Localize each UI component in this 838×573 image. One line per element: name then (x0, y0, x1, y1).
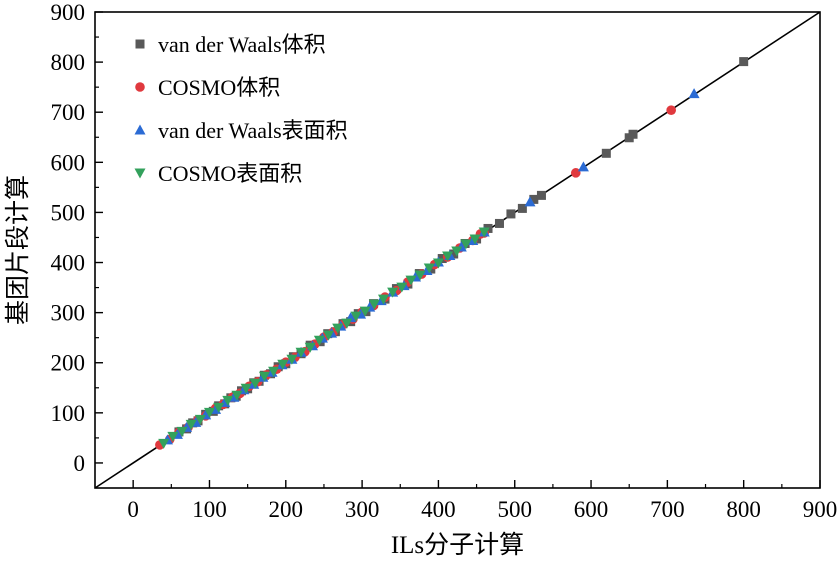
data-point-cosmo-surface (405, 275, 417, 286)
data-point-cosmo-surface (341, 318, 353, 329)
data-point-vdw-surface (577, 161, 589, 172)
data-point-vdw-volume (437, 254, 447, 264)
data-point-vdw-volume (449, 249, 459, 259)
x-tick-label: 800 (726, 497, 761, 522)
data-point-vdw-volume (739, 57, 749, 67)
data-point-cosmo-surface (286, 354, 298, 365)
legend-label-vdw-volume: van der Waals体积 (158, 32, 326, 57)
data-point-cosmo-surface (295, 347, 307, 358)
y-tick-label: 600 (51, 150, 86, 175)
data-point-cosmo-surface (423, 263, 435, 274)
data-point-cosmo-surface (414, 270, 426, 281)
data-point-cosmo-surface (377, 294, 389, 305)
data-point-cosmo-surface (387, 287, 399, 298)
data-point-cosmo-surface (185, 419, 197, 430)
y-tick-label: 700 (51, 100, 86, 125)
plot-frame (94, 11, 821, 489)
data-point-vdw-volume (517, 203, 527, 213)
y-tick-label: 100 (51, 401, 86, 426)
y-axis-title: 基团片段计算 (4, 175, 32, 325)
data-point-cosmo-surface (304, 342, 316, 353)
x-tick-label: 700 (650, 497, 685, 522)
data-point-vdw-volume (506, 209, 516, 219)
data-point-cosmo-surface (469, 234, 481, 245)
data-point-cosmo-surface (451, 246, 463, 257)
data-point-vdw-volume (494, 218, 504, 228)
legend-label-vdw-surface: van der Waals表面积 (158, 118, 348, 143)
y-tick-label: 800 (51, 50, 86, 75)
series-cosmo-surface (158, 227, 490, 449)
legend-marker-cosmo-surface (134, 168, 146, 179)
x-tick-label: 400 (421, 497, 456, 522)
x-tick-label: 600 (574, 497, 609, 522)
x-tick-label: 200 (269, 497, 304, 522)
y-tick-label: 400 (51, 251, 86, 276)
data-point-cosmo-surface (432, 258, 444, 269)
data-point-cosmo-surface (478, 227, 490, 238)
x-axis-title: ILs分子计算 (391, 531, 524, 559)
legend-label-cosmo-surface: COSMO表面积 (158, 161, 302, 186)
data-point-vdw-volume (601, 148, 611, 158)
legend-marker-vdw-surface (134, 124, 146, 135)
data-point-cosmo-surface (167, 431, 179, 442)
data-point-cosmo-volume (666, 105, 676, 116)
data-point-vdw-surface (688, 88, 700, 99)
y-tick-label: 500 (51, 200, 86, 225)
legend-marker-cosmo-volume (135, 82, 145, 92)
data-point-vdw-volume (628, 129, 638, 139)
data-point-cosmo-surface (359, 306, 371, 317)
data-point-cosmo-surface (222, 395, 234, 406)
x-tick-label: 900 (803, 497, 838, 522)
data-point-vdw-volume (529, 194, 539, 204)
data-point-cosmo-surface (194, 414, 206, 425)
data-point-vdw-surface (524, 196, 536, 207)
data-point-cosmo-surface (176, 426, 188, 437)
data-point-cosmo-surface (368, 299, 380, 310)
data-point-cosmo-surface (350, 311, 362, 322)
x-tick-label: 100 (192, 497, 227, 522)
data-point-cosmo-volume (570, 168, 581, 178)
data-point-cosmo-surface (240, 383, 252, 394)
y-tick-label: 0 (74, 451, 86, 476)
data-point-cosmo-surface (396, 282, 408, 293)
legend-label-cosmo-volume: COSMO体积 (158, 75, 280, 100)
data-point-cosmo-surface (249, 378, 261, 389)
y-tick-label: 200 (51, 351, 86, 376)
data-point-cosmo-surface (323, 330, 335, 341)
y-tick-label: 300 (51, 301, 86, 326)
data-point-cosmo-surface (203, 407, 215, 418)
data-point-vdw-volume (536, 190, 546, 200)
y-tick-label: 900 (51, 0, 86, 25)
legend: van der Waals体积 COSMO体积 van der Waals表面积 CO… (134, 32, 348, 186)
data-point-cosmo-surface (277, 359, 289, 370)
data-point-cosmo-surface (460, 239, 472, 250)
data-point-cosmo-surface (231, 390, 243, 401)
data-point-cosmo-surface (313, 335, 325, 346)
x-tick-label: 500 (497, 497, 532, 522)
data-point-cosmo-surface (332, 323, 344, 334)
x-tick-label: 0 (127, 497, 139, 522)
data-point-cosmo-surface (158, 438, 170, 449)
data-point-cosmo-surface (442, 251, 454, 262)
x-tick-label: 300 (345, 497, 380, 522)
data-point-cosmo-surface (268, 366, 280, 377)
legend-marker-vdw-volume (135, 39, 145, 49)
data-point-cosmo-surface (258, 371, 270, 382)
data-point-cosmo-surface (213, 402, 225, 413)
